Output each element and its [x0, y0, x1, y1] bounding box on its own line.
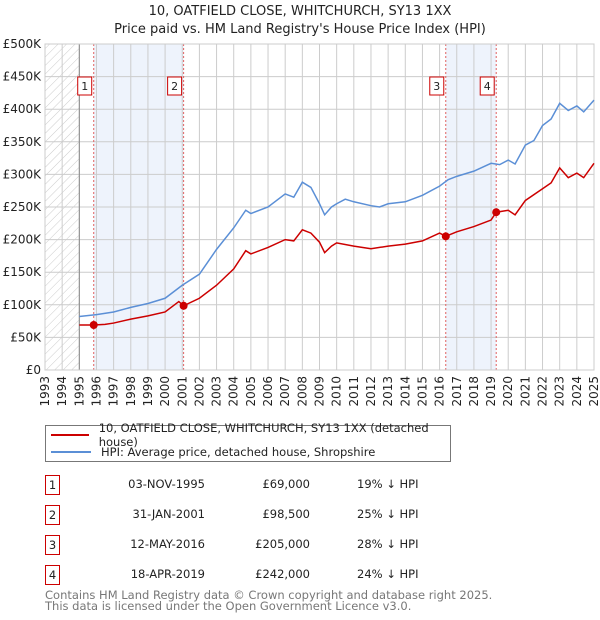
sale-point [492, 208, 501, 217]
x-tick-label: 2016 [433, 376, 447, 407]
y-tick-label: £450K [3, 70, 43, 84]
y-tick-label: £500K [3, 37, 43, 51]
transaction-hpi-diff: 28% ↓ HPI [357, 537, 419, 551]
x-tick-label: 2005 [244, 376, 258, 407]
legend-item-hpi: HPI: Average price, detached house, Shro… [51, 444, 375, 460]
x-tick-label: 2019 [484, 376, 498, 407]
transaction-price: £98,500 [262, 507, 310, 521]
y-tick-label: £100K [3, 298, 43, 312]
transaction-price: £69,000 [262, 477, 310, 491]
transaction-date: 31-JAN-2001 [132, 507, 206, 521]
x-tick-label: 2021 [518, 376, 532, 407]
x-tick-label: 1998 [124, 376, 138, 407]
sale-label-box [429, 76, 445, 96]
sale-label-box [77, 76, 93, 96]
x-tick-label: 2017 [450, 376, 464, 407]
x-tick-label: 1994 [55, 376, 69, 407]
transaction-date: 03-NOV-1995 [128, 477, 205, 491]
sale-point [441, 232, 450, 241]
sale-label: 2 [171, 80, 178, 93]
footer-licence: This data is licensed under the Open Gov… [45, 599, 412, 613]
transaction-hpi-diff: 25% ↓ HPI [357, 507, 419, 521]
x-tick-label: 2009 [313, 376, 327, 407]
y-tick-label: £150K [3, 265, 43, 279]
transaction-hpi-diff: 24% ↓ HPI [357, 567, 419, 581]
legend-label-property: 10, OATFIELD CLOSE, WHITCHURCH, SY13 1XX… [98, 421, 429, 449]
y-tick-label: £200K [3, 233, 43, 247]
legend-swatch-hpi [51, 451, 91, 453]
x-tick-label: 2018 [467, 376, 481, 407]
x-tick-label: 2012 [364, 376, 378, 407]
x-tick-label: 2014 [398, 376, 412, 407]
transaction-date: 12-MAY-2016 [130, 537, 205, 551]
y-tick-label: £250K [3, 200, 43, 214]
transaction-number: 1 [45, 475, 60, 495]
legend-swatch-property [51, 434, 89, 436]
transaction-date: 18-APR-2019 [130, 567, 205, 581]
x-tick-label: 2004 [227, 376, 241, 407]
sale-label: 4 [484, 80, 491, 93]
legend-label-hpi: HPI: Average price, detached house, Shro… [101, 445, 376, 459]
x-tick-label: 2020 [501, 376, 515, 407]
transaction-row: 3 12-MAY-2016 £205,000 28% ↓ HPI [45, 535, 465, 555]
x-tick-label: 2001 [175, 376, 189, 407]
plot-border [44, 43, 595, 371]
x-tick-label: 2000 [158, 376, 172, 407]
x-tick-label: 1997 [107, 376, 121, 407]
x-tick-label: 2024 [570, 376, 584, 407]
x-tick-label: 1995 [72, 376, 86, 407]
x-tick-label: 2022 [536, 376, 550, 407]
transaction-price: £242,000 [255, 567, 310, 581]
sale-label: 3 [433, 80, 440, 93]
x-tick-label: 1996 [89, 376, 103, 407]
x-tick-label: 1999 [141, 376, 155, 407]
transaction-number: 2 [45, 505, 60, 525]
transaction-row: 2 31-JAN-2001 £98,500 25% ↓ HPI [45, 505, 465, 525]
x-tick-label: 2011 [347, 376, 361, 407]
x-tick-label: 2006 [261, 376, 275, 407]
x-tick-label: 2003 [210, 376, 224, 407]
sale-point [179, 301, 188, 310]
x-tick-label: 2015 [415, 376, 429, 407]
sale-point [89, 321, 98, 330]
transaction-hpi-diff: 19% ↓ HPI [357, 477, 419, 491]
legend-item-property: 10, OATFIELD CLOSE, WHITCHURCH, SY13 1XX… [51, 421, 450, 449]
x-tick-label: 2002 [192, 376, 206, 407]
y-tick-label: £400K [3, 102, 43, 116]
y-tick-label: £50K [10, 330, 42, 344]
y-tick-label: £0 [26, 363, 41, 377]
sale-label-box [479, 76, 495, 96]
sale-label-box [167, 76, 183, 96]
property-price-line [79, 162, 595, 326]
transaction-number: 3 [45, 535, 60, 555]
transaction-row: 1 03-NOV-1995 £69,000 19% ↓ HPI [45, 475, 465, 495]
x-tick-label: 2008 [295, 376, 309, 407]
x-tick-label: 2007 [278, 376, 292, 407]
chart-subtitle: Price paid vs. HM Land Registry's House … [114, 22, 486, 37]
x-tick-label: 2023 [553, 376, 567, 407]
hpi-line [79, 99, 595, 318]
transaction-row: 4 18-APR-2019 £242,000 24% ↓ HPI [45, 565, 465, 585]
x-tick-label: 2025 [587, 376, 600, 407]
x-tick-label: 2013 [381, 376, 395, 407]
price-chart: 1 2 3 4 1993 1994 1995 1996 1997 1998 1999 2000 2001… [3, 37, 600, 407]
sale-label: 1 [81, 80, 88, 93]
x-tick-label: 1993 [38, 376, 52, 407]
footer-copyright: Contains HM Land Registry data © Crown c… [45, 588, 493, 602]
y-tick-label: £300K [3, 167, 43, 181]
chart-title: 10, OATFIELD CLOSE, WHITCHURCH, SY13 1XX [148, 4, 452, 19]
transaction-price: £205,000 [255, 537, 310, 551]
legend: 10, OATFIELD CLOSE, WHITCHURCH, SY13 1XX… [45, 421, 451, 462]
x-tick-label: 2010 [330, 376, 344, 407]
transaction-number: 4 [45, 565, 60, 585]
y-tick-label: £350K [3, 135, 43, 149]
